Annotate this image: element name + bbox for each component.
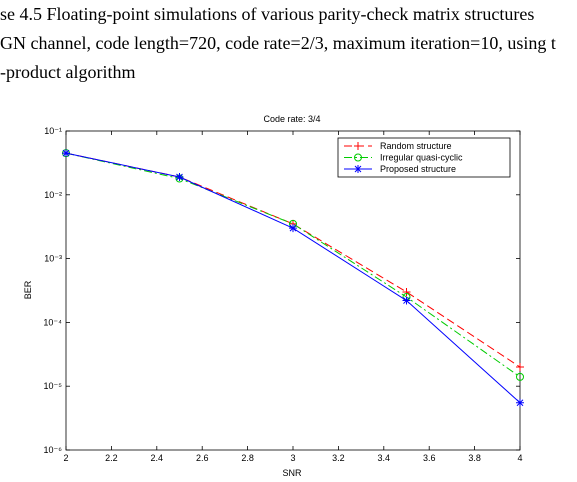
series-line [65, 152, 521, 378]
y-tick-label: 10⁻³ [44, 254, 62, 264]
legend-label: Random structure [380, 141, 452, 151]
x-tick-label: 4 [517, 453, 522, 463]
x-tick-label: 2 [63, 453, 68, 463]
x-axis-label: SNR [282, 468, 302, 478]
marker [516, 398, 524, 407]
marker [289, 224, 297, 233]
marker [402, 287, 411, 296]
y-tick-label: 10⁻⁴ [43, 317, 62, 327]
plot-frame [65, 130, 521, 451]
y-tick-label: 10⁻⁶ [44, 445, 63, 455]
chart-title: Code rate: 3/4 [263, 114, 320, 124]
text-line: GN channel, code length=720, code rate=2… [0, 33, 556, 53]
series-line [65, 152, 521, 404]
y-axis-label: BER [23, 280, 33, 299]
marker-part [354, 165, 362, 173]
marker [354, 142, 362, 150]
marker [402, 296, 411, 305]
marker [354, 165, 362, 173]
x-tick-label: 3.4 [378, 453, 391, 463]
marker-part [354, 153, 362, 162]
marker [516, 372, 524, 381]
marker [62, 149, 70, 158]
x-tick-label: 3.8 [468, 453, 481, 463]
marker-part [516, 398, 524, 407]
marker-part [402, 296, 411, 305]
y-tick-label: 10⁻² [44, 190, 62, 200]
x-tick-label: 3.6 [423, 453, 436, 463]
x-tick-label: 2.2 [105, 453, 118, 463]
y-tick-label: 10⁻⁵ [44, 381, 63, 391]
marker [175, 173, 184, 182]
marker-part [354, 142, 362, 150]
text-line: -product algorithm [0, 62, 136, 82]
series-line [65, 152, 521, 368]
marker [354, 153, 362, 162]
marker [516, 362, 524, 371]
x-tick-label: 2.6 [196, 453, 209, 463]
marker-part [175, 173, 184, 182]
marker-part [516, 362, 524, 371]
y-tick-label: 10⁻¹ [44, 126, 62, 136]
legend-label: Irregular quasi-cyclic [380, 153, 463, 163]
x-tick-label: 2.4 [151, 453, 164, 463]
text-line: se 4.5 Floating-point simulations of var… [0, 4, 535, 24]
legend-label: Proposed structure [380, 164, 456, 174]
marker-part [289, 224, 297, 233]
marker-part [516, 372, 524, 381]
x-tick-label: 2.8 [241, 453, 254, 463]
marker-part [62, 149, 70, 158]
x-tick-label: 3.2 [332, 453, 345, 463]
x-tick-label: 3 [290, 453, 295, 463]
marker-part [402, 287, 411, 296]
